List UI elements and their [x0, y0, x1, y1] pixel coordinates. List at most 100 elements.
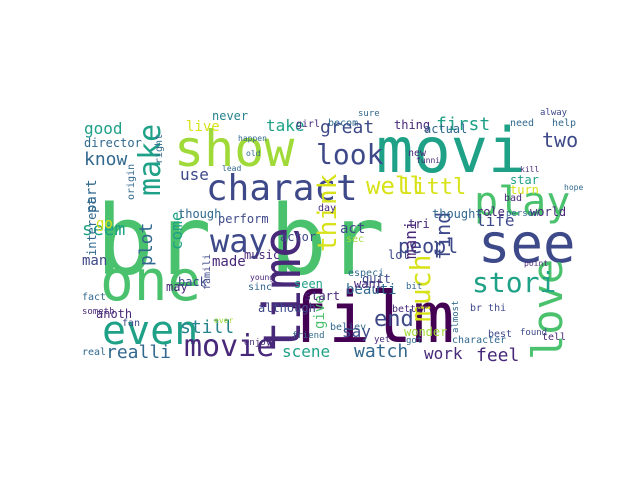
cloud-word: quit [362, 272, 391, 286]
cloud-word: make [133, 124, 168, 196]
cloud-word: first [436, 114, 490, 135]
cloud-word: film [286, 277, 455, 359]
cloud-word: part [84, 179, 100, 213]
cloud-word: role [476, 205, 505, 219]
cloud-word: funni [416, 156, 440, 165]
cloud-word: found [520, 328, 547, 338]
cloud-word: though [178, 207, 221, 221]
cloud-word: new [408, 148, 427, 159]
cloud-word: go [96, 216, 113, 232]
cloud-word: sinc [248, 282, 272, 293]
cloud-word: movi [376, 114, 525, 187]
cloud-word: turn [510, 183, 539, 197]
cloud-word: sure [358, 109, 380, 119]
cloud-word: back [178, 275, 208, 289]
cloud-word: give [312, 295, 328, 329]
cloud-word: end [374, 307, 414, 332]
cloud-word: look [316, 138, 384, 171]
cloud-word: way [210, 222, 268, 260]
cloud-word: stori [472, 266, 556, 299]
cloud-word: thought [432, 207, 483, 221]
cloud-word: know [84, 149, 128, 170]
cloud-word: believ [330, 322, 366, 333]
cloud-word: origin [126, 164, 137, 200]
cloud-word: wonder [404, 325, 447, 339]
cloud-word: fact [82, 292, 106, 303]
cloud-word: see [478, 212, 576, 275]
cloud-word: two [542, 128, 578, 152]
cloud-word: seen [294, 277, 323, 291]
cloud-word: right [154, 134, 165, 164]
cloud-word: becom [328, 118, 358, 129]
cloud-word: anoth [96, 307, 132, 321]
cloud-word: better [392, 304, 428, 315]
cloud-word: girl [296, 119, 320, 130]
cloud-word: act [340, 221, 365, 237]
cloud-word: friend [292, 331, 325, 341]
cloud-word: tri [408, 217, 430, 231]
cloud-word: someth [82, 307, 115, 317]
cloud-word: think [313, 173, 343, 252]
cloud-word: even [102, 308, 198, 354]
cloud-word: alway [540, 108, 568, 118]
cloud-word: actual [424, 122, 467, 136]
cloud-word: beauti [346, 282, 397, 298]
cloud-word: director [84, 136, 142, 150]
cloud-word: yet [374, 335, 390, 345]
cloud-word: interest [85, 198, 99, 256]
cloud-word: happen [238, 134, 267, 143]
cloud-word: seem [82, 219, 125, 240]
cloud-word: good [84, 119, 123, 138]
cloud-word: character [452, 335, 506, 346]
cloud-word: day [318, 203, 336, 214]
cloud-word: show [174, 120, 295, 178]
cloud-word: work [424, 344, 463, 363]
cloud-word: hope [564, 183, 583, 192]
cloud-word: find [431, 212, 455, 260]
cloud-word: peopl [398, 234, 458, 258]
cloud-word: want [354, 277, 383, 291]
cloud-word: old [246, 149, 261, 158]
cloud-word: ever [214, 316, 233, 325]
cloud-word: fan [122, 318, 140, 329]
cloud-word: great [320, 117, 374, 138]
cloud-word: famili [202, 254, 213, 290]
cloud-word: live [186, 119, 220, 135]
cloud-word: play [474, 179, 570, 225]
cloud-word: lead [222, 164, 241, 173]
cloud-word: sec [346, 234, 364, 245]
cloud-word: almost [451, 300, 461, 333]
cloud-word: feel [476, 345, 519, 366]
cloud-word: perform [218, 212, 269, 226]
cloud-word: although [258, 301, 316, 315]
cloud-word: use [180, 165, 209, 184]
cloud-word: got [406, 336, 422, 346]
cloud-word: say [342, 322, 371, 341]
word-cloud-canvas [76, 109, 574, 375]
cloud-word: bad [504, 193, 522, 204]
cloud-word: realli [106, 342, 171, 363]
cloud-word: made [212, 254, 246, 270]
cloud-word: real [82, 347, 106, 358]
cloud-word: life [476, 211, 515, 230]
cloud-word: scene [282, 342, 330, 361]
cloud-word: still [180, 317, 234, 338]
cloud-word: mani [401, 220, 420, 259]
cloud-word: start [304, 289, 340, 303]
cloud-word: one [100, 249, 201, 314]
cloud-word: br br [96, 185, 385, 297]
cloud-word: world [530, 205, 566, 219]
cloud-word: star [510, 173, 539, 187]
cloud-word: enjoy [244, 338, 272, 348]
cloud-word: person [506, 209, 539, 219]
cloud-word: young [250, 273, 274, 282]
cloud-word: love [523, 259, 572, 360]
cloud-word: take [266, 116, 305, 135]
cloud-word: kill [520, 165, 539, 174]
cloud-word: tell [542, 332, 566, 343]
cloud-word: lot [388, 248, 410, 262]
cloud-word: music [244, 248, 280, 262]
cloud-word: help [552, 118, 576, 129]
cloud-word: bit [406, 282, 422, 292]
